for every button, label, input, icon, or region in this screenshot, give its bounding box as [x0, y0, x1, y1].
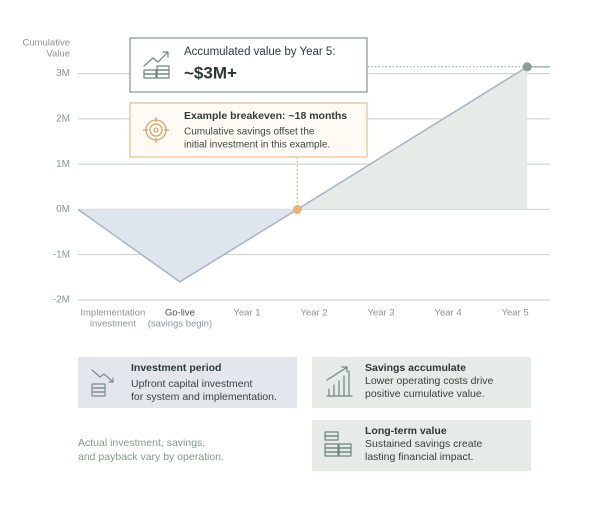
card-title: Savings accumulate [365, 362, 466, 374]
callout-title: Example breakeven: ~18 months [184, 110, 347, 122]
callout-text: Cumulative savings offset the [184, 127, 315, 138]
card [312, 420, 531, 471]
card-text: Lower operating costs drive [365, 375, 494, 387]
note: Actual investment, savings, [78, 437, 205, 449]
y-tick-label: 2M [56, 113, 70, 124]
callout-box [129, 37, 368, 93]
x-tick-label: Year 3 [367, 308, 394, 319]
icon [91, 369, 114, 397]
card [78, 357, 297, 408]
icon [143, 51, 170, 79]
y-tick-label: 0M [56, 204, 70, 215]
card-text: Upfront capital investment [131, 378, 252, 390]
card-text: for system and implementation. [131, 391, 277, 403]
x-tick-label: Year 4 [435, 308, 462, 319]
card-title: Long-term value [365, 425, 447, 437]
callout-title: Accumulated value by Year 5: [184, 46, 336, 58]
icon [143, 117, 169, 143]
callout-text: initial investment in this example. [184, 140, 330, 151]
y-axis-title: Cumulative [22, 38, 70, 49]
y-tick-label: -1M [53, 249, 70, 260]
card-text: lasting financial impact. [365, 451, 474, 463]
icon [326, 366, 353, 397]
card-title: Investment period [131, 362, 221, 374]
marker [292, 204, 302, 214]
y-tick-label: 1M [56, 159, 70, 170]
callout-value: ~$3M+ [184, 63, 237, 82]
x-tick-label: Implementation [80, 308, 145, 319]
x-tick-label: (savings begin) [148, 319, 212, 330]
card-text: positive cumulative value. [365, 388, 485, 400]
y-tick-label: -2M [53, 295, 70, 306]
marker [522, 62, 532, 72]
y-axis-title: Value [46, 49, 70, 60]
x-tick-label: Year 2 [300, 308, 327, 319]
x-tick-label: Year 5 [502, 308, 529, 319]
callout-box [129, 102, 368, 158]
y-tick-label: 3M [56, 68, 70, 79]
x-tick-label: Year 1 [233, 308, 260, 319]
note: and payback vary by operation. [78, 451, 224, 463]
x-tick-label: Go-live [165, 308, 195, 319]
x-tick-label: investment [90, 319, 136, 330]
card-text: Sustained savings create [365, 438, 482, 450]
icon [324, 431, 352, 457]
